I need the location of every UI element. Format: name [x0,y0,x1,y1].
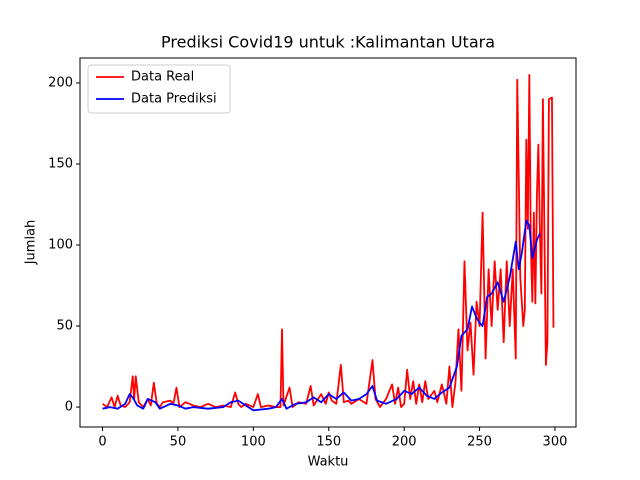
legend-label: Data Real [131,70,194,85]
x-tick-label: 0 [98,435,106,450]
chart-title: Prediksi Covid19 untuk :Kalimantan Utara [161,33,495,52]
y-tick-label: 200 [48,75,73,90]
plot-frame [79,57,577,428]
y-tick-label: 0 [65,400,73,415]
x-tick-label: 150 [316,435,341,450]
x-axis-label: Waktu [308,455,349,470]
y-tick-label: 100 [48,238,73,253]
x-tick-label: 200 [392,435,417,450]
y-tick-label: 150 [48,156,73,171]
y-axis-label: Jumlah [24,220,39,266]
x-tick-label: 100 [241,435,266,450]
x-tick-label: 50 [170,435,187,450]
plot-area [102,73,555,412]
y-tick-label: 50 [56,319,73,334]
x-tick-label: 250 [467,435,492,450]
legend-label: Data Prediksi [131,92,217,107]
x-tick-label: 300 [543,435,568,450]
data-line [102,219,541,412]
